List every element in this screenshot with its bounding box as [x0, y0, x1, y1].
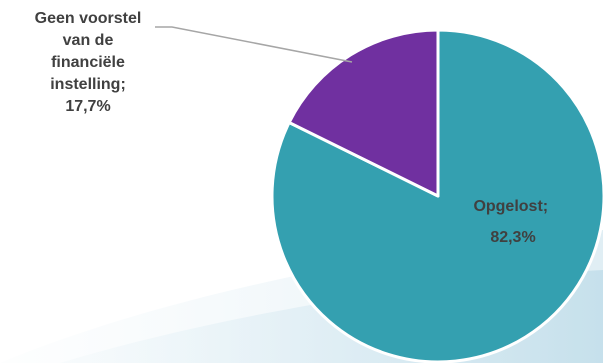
slice-label-geen-voorstel-line: financiële [51, 54, 125, 71]
pie-slice-geen-voorstel [287, 28, 440, 198]
slice-label-geen-voorstel: Geen voorstel van de financiële instelli… [0, 8, 176, 118]
slice-label-opgelost: Opgelost; 82,3% [473, 198, 552, 246]
leader-lines [155, 26, 353, 63]
slice-label-geen-voorstel-line: van de [62, 32, 114, 49]
slice-label-opgelost-line: Opgelost; [473, 198, 548, 215]
leader-line-geen-voorstel [155, 26, 353, 63]
pie-slices [270, 28, 603, 363]
slice-label-geen-voorstel-line: instelling; [50, 76, 126, 93]
slice-label-geen-voorstel-line: 17,7% [65, 98, 111, 115]
slice-label-opgelost-line: 82,3% [490, 229, 535, 246]
slice-label-geen-voorstel-line: Geen voorstel [34, 10, 142, 27]
